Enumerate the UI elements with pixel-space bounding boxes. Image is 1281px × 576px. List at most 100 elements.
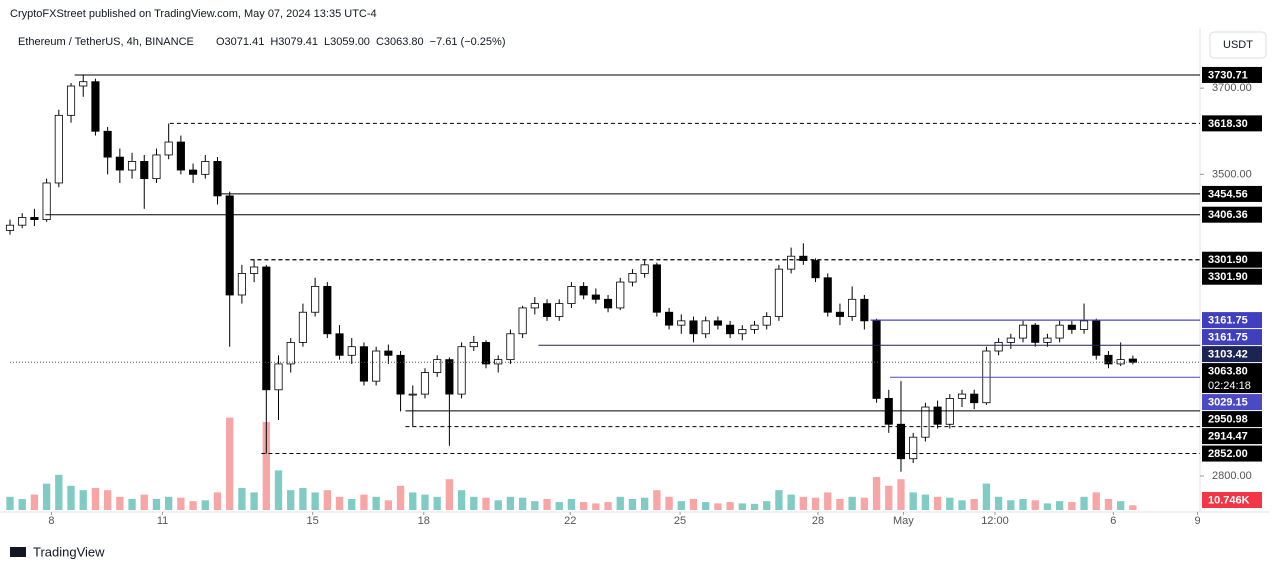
- candle-body: [603, 298, 613, 309]
- volume-bar: [555, 502, 563, 510]
- candle-body: [91, 81, 100, 132]
- candle-body: [787, 255, 796, 270]
- volume-label-box: [1202, 492, 1262, 508]
- volume-bar: [1080, 496, 1088, 510]
- y-tick-label: 3500.00: [1212, 168, 1252, 180]
- y-tick-label: 3700.00: [1212, 82, 1252, 94]
- volume-bar: [1055, 501, 1064, 510]
- currency-button[interactable]: [1209, 31, 1267, 59]
- candle-body: [1018, 324, 1028, 339]
- candle-body: [774, 268, 783, 317]
- price-label: 3618.30: [1208, 118, 1248, 130]
- volume-bar: [262, 422, 270, 510]
- volume-bar: [860, 497, 869, 510]
- volume-bar: [921, 494, 930, 510]
- volume-bar: [641, 497, 649, 510]
- price-label: 2950.98: [1208, 413, 1248, 425]
- volume-bar: [396, 485, 405, 510]
- volume-bar: [470, 496, 478, 510]
- candle-body: [579, 285, 588, 296]
- candle-body: [103, 130, 112, 158]
- volume-bar: [360, 494, 368, 510]
- candle-body: [213, 161, 222, 197]
- candle-body: [860, 298, 869, 322]
- candle-body: [372, 350, 381, 382]
- volume-bar: [79, 490, 87, 510]
- volume-bar: [213, 492, 222, 510]
- volume-bar: [189, 501, 197, 510]
- x-tick-label: 22: [564, 515, 576, 527]
- volume-bar: [421, 494, 429, 510]
- candle-body: [1092, 320, 1101, 356]
- candle-body: [18, 217, 27, 226]
- volume-bar: [348, 499, 356, 510]
- candle-body: [127, 161, 137, 171]
- volume-bar: [1092, 492, 1100, 510]
- candle-body: [286, 341, 295, 365]
- candle-body: [274, 363, 283, 391]
- volume-bar: [250, 492, 258, 510]
- candle-body: [262, 266, 271, 391]
- candle-body: [591, 294, 600, 300]
- volume-bar: [482, 497, 490, 510]
- price-label-box: [1202, 312, 1262, 329]
- volume-bar: [445, 479, 454, 510]
- volume-bar: [177, 497, 185, 510]
- candle-body: [164, 141, 173, 156]
- candle-body: [189, 169, 198, 175]
- price-label: 3161.75: [1208, 331, 1248, 343]
- volume-bar: [55, 474, 63, 510]
- x-tick-label: 18: [418, 515, 430, 527]
- price-label: 3301.90: [1208, 254, 1248, 266]
- candle-body: [652, 264, 661, 313]
- currency[interactable]: USDT: [1223, 39, 1253, 51]
- volume-bar: [1117, 501, 1125, 510]
- candle-body: [201, 161, 210, 175]
- volume-bar: [226, 417, 234, 510]
- volume-bar: [982, 483, 991, 510]
- volume-bar: [152, 499, 161, 510]
- volume-bar: [18, 499, 26, 510]
- candle-body: [713, 320, 722, 326]
- volume-bar: [409, 492, 417, 510]
- candle-body: [726, 324, 735, 335]
- volume-bar: [1043, 503, 1052, 510]
- price-label-box: [1202, 363, 1262, 394]
- volume-bar: [287, 490, 295, 510]
- x-tick-label: May: [893, 515, 914, 527]
- volume-bar: [933, 496, 942, 510]
- candle-body: [298, 311, 307, 343]
- volume-bar: [140, 494, 148, 510]
- volume-bar: [433, 496, 441, 510]
- publisher: CryptoFXStreet published on TradingView.…: [10, 8, 377, 20]
- volume-bar: [1129, 505, 1137, 510]
- candle-body: [872, 320, 881, 399]
- volume-bar: [543, 499, 551, 510]
- volume-bar: [494, 500, 502, 510]
- candle-body: [237, 273, 246, 296]
- candle-body: [79, 81, 88, 87]
- volume-bar: [238, 488, 246, 510]
- volume-bar: [518, 497, 527, 510]
- volume-label: 10.746K: [1208, 494, 1250, 506]
- candle-body: [152, 154, 161, 180]
- volume-bar: [970, 499, 978, 510]
- candle-body: [933, 406, 942, 425]
- volume-bar: [872, 477, 881, 510]
- candle-body: [665, 311, 674, 326]
- footer: TradingView: [33, 544, 105, 559]
- price-label: 2852.00: [1208, 448, 1248, 460]
- volume-bar: [958, 500, 966, 510]
- x-tick-label: 15: [307, 515, 319, 527]
- x-tick-label: 9: [1194, 515, 1200, 527]
- price-label: 3029.15: [1208, 396, 1248, 408]
- volume-bar: [457, 490, 466, 510]
- volume-bar: [567, 499, 576, 510]
- price-label: 3406.36: [1208, 209, 1248, 221]
- candle-body: [970, 393, 979, 404]
- price-label-box: [1202, 428, 1262, 445]
- candle-body: [420, 372, 430, 395]
- candle-body: [835, 311, 845, 317]
- volume-bar: [274, 470, 283, 510]
